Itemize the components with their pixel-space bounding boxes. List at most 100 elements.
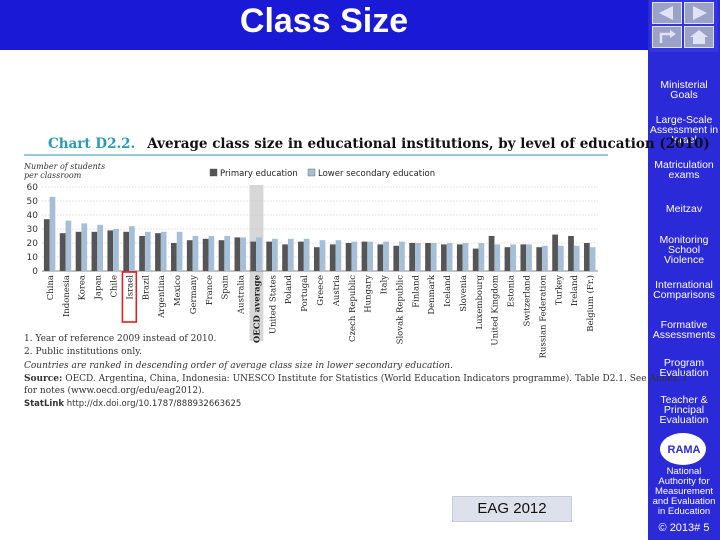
- bar: [383, 241, 389, 271]
- footnote-2: 2. Public institutions only.: [24, 347, 142, 357]
- sidebar-item-teacher-evaluation[interactable]: Teacher & Principal Evaluation: [659, 394, 709, 426]
- x-tick-label: OECD average: [252, 274, 262, 343]
- bar: [170, 243, 177, 271]
- bar: [208, 236, 215, 271]
- bar: [472, 248, 479, 271]
- bar: [425, 243, 431, 271]
- x-tick-label: Israel: [125, 275, 135, 300]
- x-tick-label: Luxembourg: [475, 274, 485, 329]
- bar: [313, 247, 320, 271]
- x-tick-label: Indonesia: [62, 275, 72, 317]
- bar: [266, 241, 273, 271]
- bar: [144, 231, 151, 271]
- bar: [287, 238, 294, 271]
- bar: [192, 236, 199, 271]
- bar: [250, 241, 257, 271]
- y-axis-label-line-2: per classroom: [24, 171, 82, 180]
- bar: [351, 241, 358, 271]
- bar: [488, 236, 495, 271]
- sidebar-item-program-evaluation[interactable]: Program Evaluation: [659, 357, 709, 379]
- return-arrow-icon[interactable]: [652, 26, 682, 48]
- sidebar-item-ministerial-goals[interactable]: Ministerial Goals: [660, 79, 708, 101]
- source-line-2: for notes (www.oecd.org/edu/eag2012).: [24, 386, 205, 396]
- statlink: StatLink http://dx.doi.org/10.1787/88893…: [24, 399, 241, 409]
- x-tick-label: France: [205, 275, 215, 305]
- y-tick-label: 40: [27, 211, 39, 221]
- sidebar-item-meitzav[interactable]: Meitzav: [665, 203, 703, 215]
- home-icon[interactable]: [684, 26, 714, 48]
- sidebar-item-formative-assessments[interactable]: Formative Assessments: [652, 319, 716, 341]
- bar: [91, 231, 98, 271]
- bar: [446, 243, 453, 271]
- x-tick-label: Korea: [78, 275, 88, 300]
- header-bar: [0, 0, 648, 50]
- x-tick-label: Brazil: [141, 275, 151, 301]
- bar: [345, 243, 352, 271]
- y-tick-label: 20: [27, 239, 39, 249]
- bar: [272, 238, 278, 271]
- bar: [202, 238, 209, 271]
- sidebar-item-matriculation-exams[interactable]: Matriculation exams: [654, 159, 714, 181]
- x-tick-label: Denmark: [427, 274, 437, 315]
- bar: [589, 247, 596, 271]
- bar: [441, 244, 447, 271]
- bar: [478, 243, 485, 271]
- bar: [526, 244, 532, 271]
- nav-controls: [650, 0, 718, 52]
- bar: [139, 236, 145, 271]
- y-tick-label: 10: [27, 253, 39, 263]
- sidebar-item-large-scale-assessment[interactable]: Large-Scale Assessment in Israel: [649, 114, 719, 146]
- statlink-label: StatLink: [24, 399, 65, 409]
- x-tick-label: United States: [268, 275, 278, 334]
- rama-logo-text: RAMA: [667, 444, 701, 456]
- legend-swatch: [209, 168, 218, 177]
- x-tick-label: Poland: [284, 274, 294, 304]
- bar: [303, 238, 310, 271]
- chart-id: Chart D2.2.: [48, 136, 136, 152]
- x-tick-label: Portugal: [300, 275, 310, 312]
- source-label: Source:: [24, 374, 63, 384]
- bar: [335, 240, 342, 271]
- bar: [176, 231, 183, 271]
- x-tick-label: Argentina: [157, 275, 167, 319]
- chart-title-row: Chart D2.2. Average class size in educati…: [48, 136, 710, 152]
- bar: [409, 243, 415, 271]
- bar: [462, 243, 469, 271]
- x-tick-label: Finland: [411, 274, 421, 307]
- bar: [542, 245, 548, 271]
- bar: [536, 247, 543, 271]
- bar: [510, 244, 517, 271]
- x-tick-label: Germany: [189, 275, 199, 314]
- bar: [319, 240, 326, 271]
- sidebar-item-school-violence[interactable]: Monitoring School Violence: [659, 234, 709, 266]
- y-tick-label: 60: [27, 183, 39, 193]
- bar: [367, 241, 374, 271]
- copyright: © 2013# 5: [658, 522, 710, 534]
- bar: [160, 231, 167, 271]
- next-arrow-icon[interactable]: [684, 2, 714, 24]
- bar: [298, 241, 304, 271]
- bar: [186, 240, 193, 271]
- bar: [573, 245, 580, 271]
- bar: [97, 224, 104, 271]
- bar: [234, 237, 241, 271]
- bar: [43, 219, 50, 271]
- bar: [59, 233, 66, 271]
- x-tick-label: Austria: [332, 275, 342, 307]
- footnote-ranking: Countries are ranked in descending order…: [24, 361, 453, 371]
- rama-full-name: National Authority for Measurement and E…: [652, 466, 716, 517]
- y-tick-label: 30: [27, 225, 39, 235]
- bar: [393, 245, 400, 271]
- legend-swatch: [307, 168, 316, 177]
- prev-arrow-icon[interactable]: [652, 2, 682, 24]
- legend-label: Primary education: [220, 169, 298, 179]
- israel-highlight-box: [121, 271, 138, 323]
- bar: [456, 244, 463, 271]
- x-tick-label: Australia: [237, 275, 247, 315]
- bar: [218, 240, 225, 271]
- sidebar-item-international-comparisons[interactable]: International Comparisons: [653, 279, 715, 301]
- x-tick-label: Mexico: [173, 275, 183, 306]
- statlink-url[interactable]: http://dx.doi.org/10.1787/888932663625: [66, 399, 242, 409]
- x-tick-label: Czech Republic: [348, 275, 358, 342]
- y-tick-label: 50: [27, 197, 39, 207]
